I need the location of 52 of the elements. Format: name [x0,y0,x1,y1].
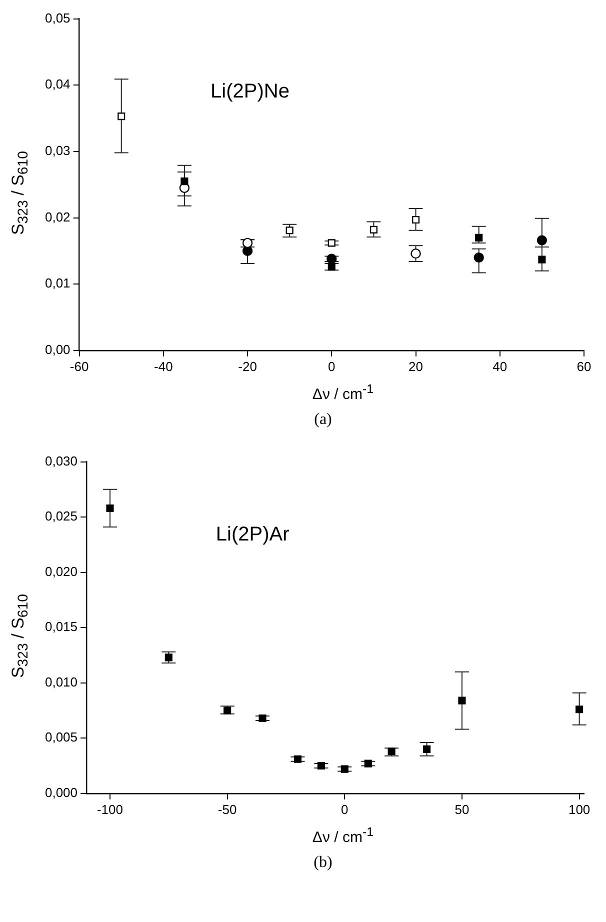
point [258,714,266,722]
y-tick-label: 0,05 [44,10,70,26]
x-tick-label: 100 [568,802,590,817]
point [242,238,253,248]
point [326,254,337,264]
x-tick-label: -20 [238,358,257,374]
point [458,696,466,704]
x-axis-title: Δν / cm$^{-1}$ [311,825,375,846]
point [317,762,325,770]
y-tick-label: 0,000 [44,784,78,800]
point [328,239,336,247]
point [412,216,420,224]
x-tick-label: 0 [341,802,348,817]
y-tick-label: 0,020 [44,564,78,579]
annotation: Li(2P)Ar [216,523,290,546]
x-tick-label: 20 [408,358,423,374]
y-tick-label: 0,01 [44,276,70,291]
y-tick-label: 0,02 [44,209,70,224]
y-tick-label: 0,005 [44,730,78,745]
x-tick-label: -60 [70,358,89,374]
y-tick-label: 0,010 [44,674,78,690]
y-tick-label: 0,015 [44,619,78,634]
point [474,252,484,263]
y-tick-label: 0,03 [44,143,70,158]
point [118,112,126,120]
text: (b) [312,854,334,872]
point [224,706,232,714]
y-tick-label: 0,04 [44,76,70,92]
point [475,234,483,242]
point [536,235,548,246]
point [388,748,396,756]
y-tick-label: 0,00 [44,342,70,357]
x-axis-title: Δν / cm$^{-1}$ [311,382,375,403]
x-tick-label: -100 [96,802,124,817]
point [294,755,302,763]
point [340,765,348,773]
annotation: Li(2P)Ne [210,80,290,102]
x-tick-label: 50 [454,802,470,817]
point [364,760,372,768]
point [180,178,188,186]
point [576,706,584,714]
x-tick-label: 60 [576,358,592,374]
x-tick-label: -40 [154,358,173,374]
point [538,256,546,264]
y-tick-label: 0,030 [44,453,78,468]
x-tick-label: 40 [492,358,508,374]
y-tick-label: 0,025 [44,508,78,524]
x-tick-label: -50 [218,802,237,817]
point [328,263,336,271]
point [106,504,114,512]
text: (a) [313,411,333,429]
x-tick-label: 0 [328,358,336,374]
